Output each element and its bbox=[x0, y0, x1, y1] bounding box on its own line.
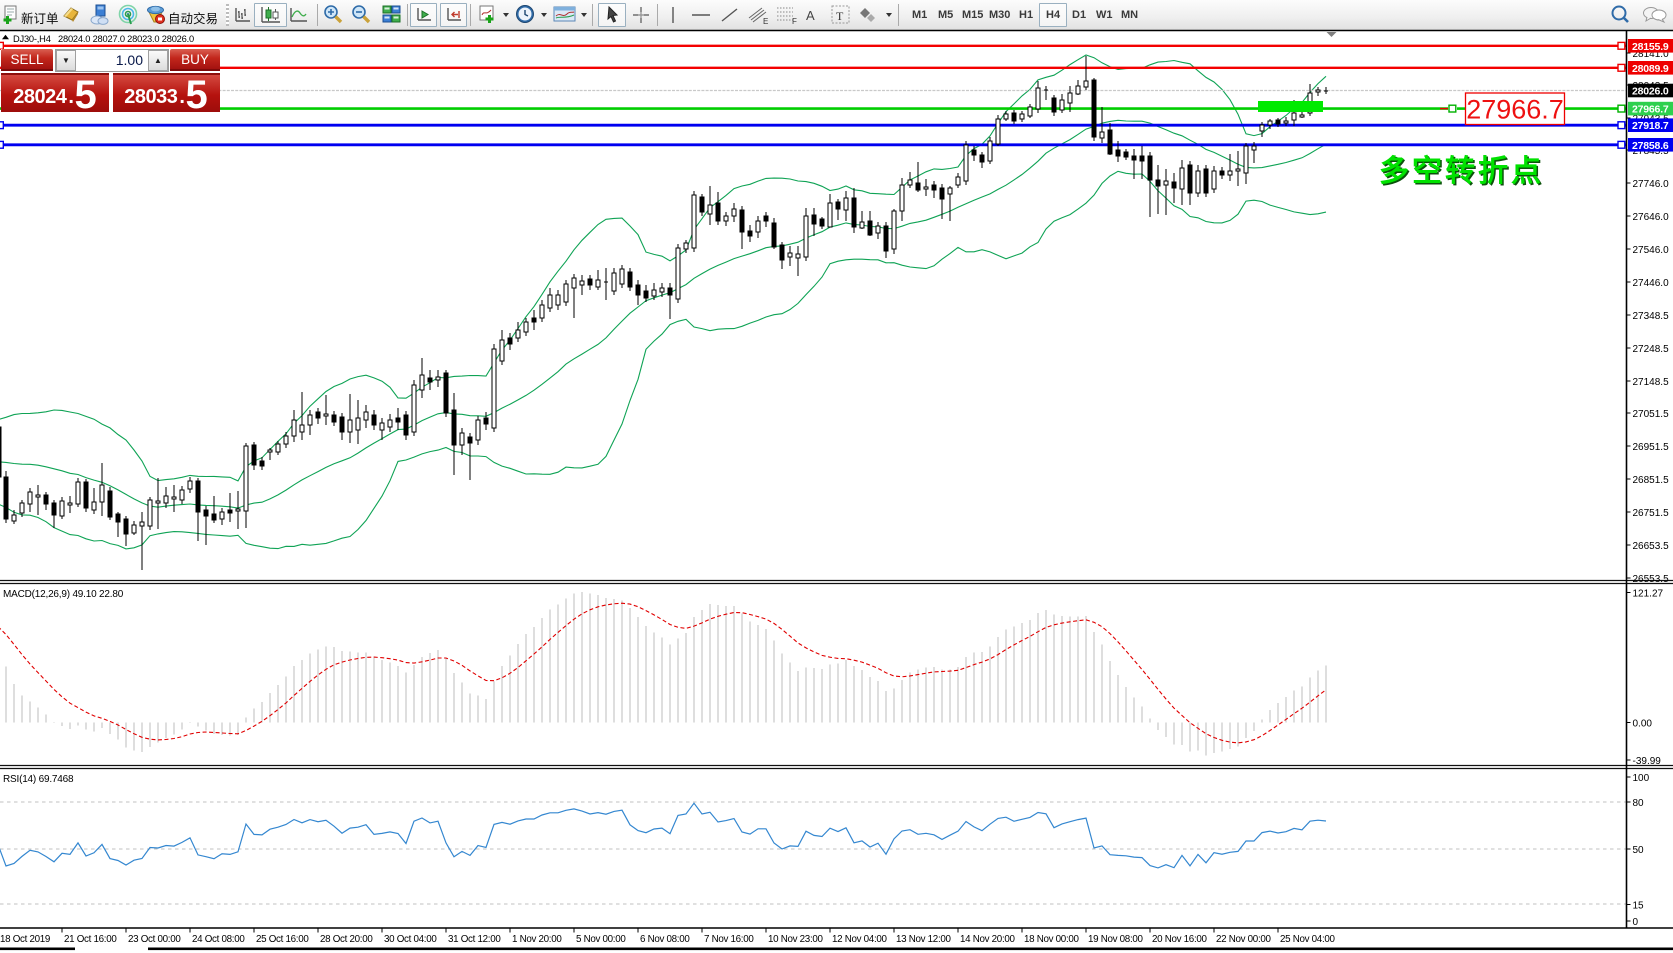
svg-text:25 Nov 04:00: 25 Nov 04:00 bbox=[1280, 934, 1336, 945]
svg-text:F: F bbox=[792, 17, 797, 26]
svg-text:1 Nov 20:00: 1 Nov 20:00 bbox=[512, 934, 562, 945]
svg-text:27646.0: 27646.0 bbox=[1633, 212, 1670, 223]
svg-text:26851.5: 26851.5 bbox=[1633, 475, 1670, 486]
svg-text:28024.0 28027.0 28023.0 28026.: 28024.0 28027.0 28023.0 28026.0 bbox=[58, 34, 194, 44]
svg-text:21 Oct 16:00: 21 Oct 16:00 bbox=[64, 934, 117, 945]
svg-text:6 Nov 08:00: 6 Nov 08:00 bbox=[640, 934, 690, 945]
svg-text:13 Nov 12:00: 13 Nov 12:00 bbox=[896, 934, 952, 945]
svg-text:27546.0: 27546.0 bbox=[1633, 245, 1670, 256]
svg-text:31 Oct 12:00: 31 Oct 12:00 bbox=[448, 934, 501, 945]
svg-text:E: E bbox=[763, 17, 768, 26]
svg-text:27051.5: 27051.5 bbox=[1633, 409, 1670, 420]
svg-text:14 Nov 20:00: 14 Nov 20:00 bbox=[960, 934, 1016, 945]
svg-text:-39.99: -39.99 bbox=[1633, 756, 1662, 767]
svg-text:18 Nov 00:00: 18 Nov 00:00 bbox=[1024, 934, 1080, 945]
svg-text:28026.0: 28026.0 bbox=[1632, 86, 1669, 98]
svg-text:多空转折点: 多空转折点 bbox=[1381, 157, 1546, 190]
svg-text:10 Nov 23:00: 10 Nov 23:00 bbox=[768, 934, 824, 945]
svg-text:30 Oct 04:00: 30 Oct 04:00 bbox=[384, 934, 437, 945]
svg-text:26751.5: 26751.5 bbox=[1633, 508, 1670, 519]
svg-text:多空转折点: 多空转折点 bbox=[1379, 155, 1544, 188]
svg-text:27918.7: 27918.7 bbox=[1632, 120, 1669, 132]
svg-text:28141.0: 28141.0 bbox=[1633, 49, 1670, 60]
svg-text:27348.5: 27348.5 bbox=[1633, 311, 1670, 322]
svg-text:5 Nov 00:00: 5 Nov 00:00 bbox=[576, 934, 626, 945]
svg-text:28 Oct 20:00: 28 Oct 20:00 bbox=[320, 934, 373, 945]
svg-text:19 Nov 08:00: 19 Nov 08:00 bbox=[1088, 934, 1144, 945]
svg-text:121.27: 121.27 bbox=[1633, 588, 1664, 599]
svg-text:23 Oct 00:00: 23 Oct 00:00 bbox=[128, 934, 181, 945]
svg-text:0: 0 bbox=[1633, 917, 1639, 928]
svg-text:26653.5: 26653.5 bbox=[1633, 541, 1670, 552]
svg-text:T: T bbox=[836, 9, 844, 23]
svg-text:DJ30-,H4: DJ30-,H4 bbox=[13, 34, 51, 44]
svg-text:100: 100 bbox=[1633, 773, 1650, 784]
svg-text:22 Nov 00:00: 22 Nov 00:00 bbox=[1216, 934, 1272, 945]
svg-text:MACD(12,26,9) 49.10 22.80: MACD(12,26,9) 49.10 22.80 bbox=[3, 589, 124, 600]
svg-text:28155.9: 28155.9 bbox=[1632, 41, 1669, 53]
svg-text:15: 15 bbox=[1633, 900, 1645, 911]
svg-text:27148.5: 27148.5 bbox=[1633, 377, 1670, 388]
svg-text:27966.7: 27966.7 bbox=[1632, 104, 1669, 116]
svg-text:26951.5: 26951.5 bbox=[1633, 442, 1670, 453]
svg-text:80: 80 bbox=[1633, 798, 1645, 809]
svg-text:27746.0: 27746.0 bbox=[1633, 179, 1670, 190]
svg-text:27446.0: 27446.0 bbox=[1633, 278, 1670, 289]
svg-text:28089.9: 28089.9 bbox=[1632, 63, 1669, 75]
svg-text:26553.5: 26553.5 bbox=[1633, 574, 1670, 585]
svg-text:50: 50 bbox=[1633, 845, 1645, 856]
svg-text:25 Oct 16:00: 25 Oct 16:00 bbox=[256, 934, 309, 945]
svg-text:0.00: 0.00 bbox=[1633, 718, 1653, 729]
svg-text:12 Nov 04:00: 12 Nov 04:00 bbox=[832, 934, 888, 945]
svg-text:27966.7: 27966.7 bbox=[1466, 95, 1564, 125]
svg-text:RSI(14) 69.7468: RSI(14) 69.7468 bbox=[3, 774, 74, 785]
svg-text:7 Nov 16:00: 7 Nov 16:00 bbox=[704, 934, 754, 945]
svg-text:27858.6: 27858.6 bbox=[1632, 140, 1669, 152]
svg-text:24 Oct 08:00: 24 Oct 08:00 bbox=[192, 934, 245, 945]
svg-text:27248.5: 27248.5 bbox=[1633, 344, 1670, 355]
svg-text:20 Nov 16:00: 20 Nov 16:00 bbox=[1152, 934, 1208, 945]
svg-text:18 Oct 2019: 18 Oct 2019 bbox=[0, 934, 50, 945]
